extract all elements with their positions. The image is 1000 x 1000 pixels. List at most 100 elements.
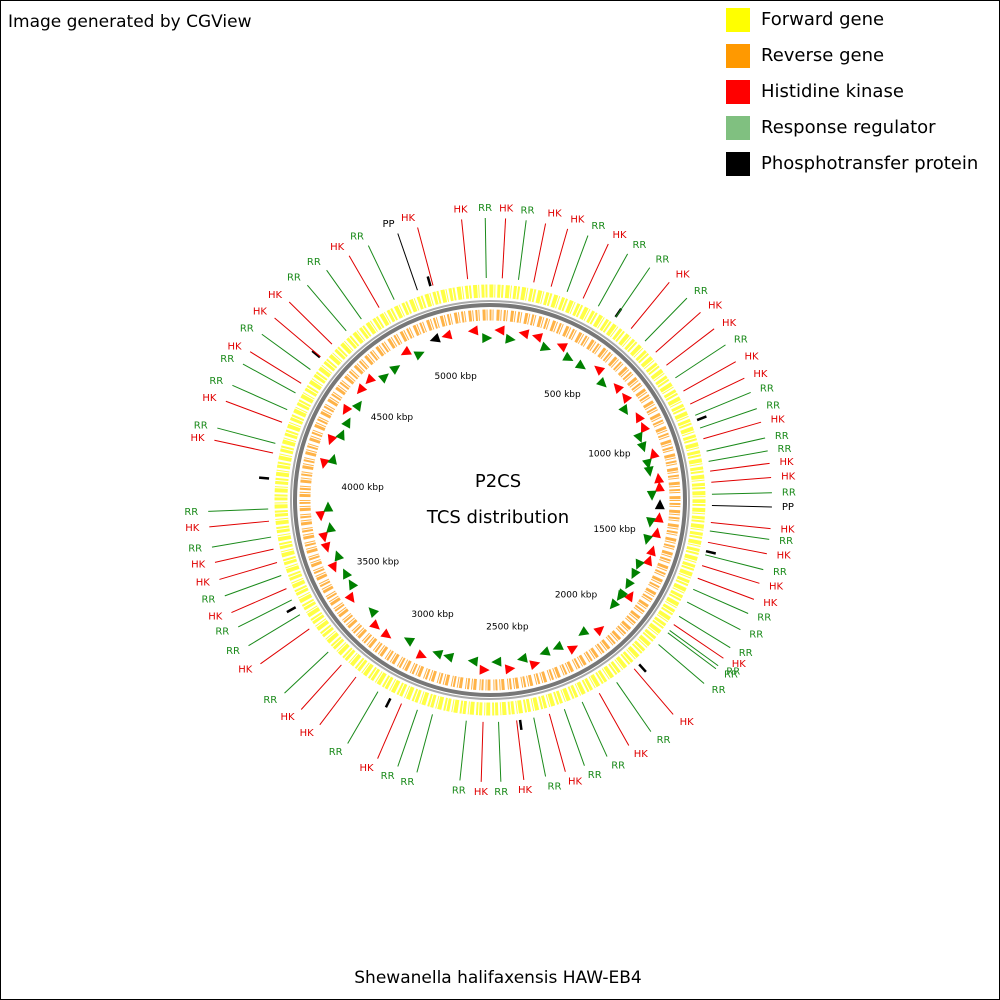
leader-line: [703, 421, 762, 440]
feature-marker: [633, 431, 643, 443]
feature-label: HK: [763, 598, 778, 609]
feature-label: RR: [757, 613, 771, 624]
leader-line: [707, 541, 767, 555]
feature-label: HK: [228, 341, 243, 352]
legend-label: Histidine kinase: [761, 81, 904, 102]
leader-line: [347, 691, 379, 744]
feature-label: HK: [202, 393, 217, 404]
feature-marker: [596, 376, 607, 388]
tick-label: 1000 kbp: [588, 449, 631, 459]
leader-line: [597, 253, 629, 307]
legend-swatch: [726, 116, 750, 140]
leader-line: [658, 644, 705, 684]
tick-mark: [696, 415, 707, 422]
feature-label: RR: [760, 384, 774, 395]
feature-marker: [574, 359, 586, 370]
feature-marker: [482, 333, 493, 344]
legend-label: Response regulator: [761, 117, 936, 138]
feature-label: HK: [401, 213, 416, 224]
feature-marker: [539, 341, 551, 352]
reverse-track: [299, 309, 681, 691]
feature-marker: [651, 527, 661, 539]
leader-line: [231, 588, 287, 614]
feature-label: HK: [732, 659, 747, 670]
feature-marker: [467, 656, 479, 667]
feature-label: RR: [240, 323, 254, 334]
leader-line: [708, 450, 768, 462]
feature-marker: [518, 329, 530, 340]
feature-marker: [504, 664, 516, 675]
feature-label: HK: [753, 369, 768, 380]
feature-marker: [378, 373, 389, 384]
feature-marker: [315, 510, 326, 522]
feature-marker: [556, 343, 568, 353]
feature-label: HK: [238, 665, 253, 676]
leader-line: [326, 269, 362, 320]
leader-line: [417, 227, 434, 286]
leader-line: [214, 439, 274, 454]
leader-line: [319, 676, 357, 726]
legend-label: Phosphotransfer protein: [761, 153, 978, 174]
feature-marker: [653, 512, 664, 523]
leader-line: [711, 476, 772, 483]
feature-label: HK: [780, 525, 795, 536]
feature-label: HK: [680, 717, 695, 728]
feature-marker: [635, 558, 645, 570]
feature-label: RR: [287, 273, 301, 284]
tick-mark: [638, 663, 647, 673]
leader-line: [709, 530, 770, 540]
feature-marker: [491, 656, 502, 667]
tick-label: 3500 kbp: [357, 557, 400, 567]
leader-line: [498, 721, 502, 782]
feature-marker: [327, 434, 338, 446]
feature-label: RR: [775, 431, 789, 442]
feature-label: RR: [494, 787, 508, 798]
leader-line: [711, 504, 772, 508]
tick-label: 5000 kbp: [434, 372, 477, 382]
feature-label: HK: [676, 270, 691, 281]
feature-label: RR: [591, 221, 605, 232]
feature-marker: [323, 501, 334, 512]
leader-line: [217, 427, 276, 444]
feature-marker: [539, 646, 551, 656]
feature-marker: [636, 441, 647, 453]
feature-marker: [642, 458, 652, 470]
leader-line: [225, 400, 283, 423]
feature-marker: [441, 329, 453, 340]
leader-line: [249, 351, 302, 384]
tick-label: 4500 kbp: [371, 413, 414, 423]
leader-line: [232, 384, 288, 411]
leader-line: [666, 328, 715, 366]
feature-marker: [562, 351, 574, 362]
feature-marker: [415, 649, 427, 659]
leader-line: [673, 624, 724, 659]
feature-marker: [413, 351, 425, 361]
feature-marker: [320, 541, 331, 553]
feature-label: HK: [300, 728, 315, 739]
leader-line: [598, 693, 630, 746]
feature-label: RR: [263, 695, 277, 706]
feature-marker: [646, 545, 656, 557]
legend-swatch: [726, 152, 750, 176]
feature-marker: [327, 453, 337, 465]
leader-line: [581, 701, 608, 757]
feature-label: RR: [521, 205, 535, 216]
feature-marker: [467, 325, 479, 336]
leader-line: [683, 361, 736, 392]
tick-mark: [286, 606, 297, 614]
leader-line: [566, 235, 589, 292]
leader-line: [516, 720, 525, 781]
leader-line: [533, 717, 547, 777]
leader-line: [397, 233, 418, 291]
feature-marker: [380, 628, 392, 639]
feature-marker: [642, 555, 653, 567]
leader-line: [306, 284, 347, 332]
feature-marker: [320, 458, 330, 469]
feature-label: RR: [588, 770, 602, 781]
feature-marker: [578, 626, 590, 636]
feature-label: RR: [632, 240, 646, 251]
feature-label: RR: [712, 685, 726, 696]
feature-marker: [593, 626, 605, 637]
tick-mark: [518, 719, 523, 731]
